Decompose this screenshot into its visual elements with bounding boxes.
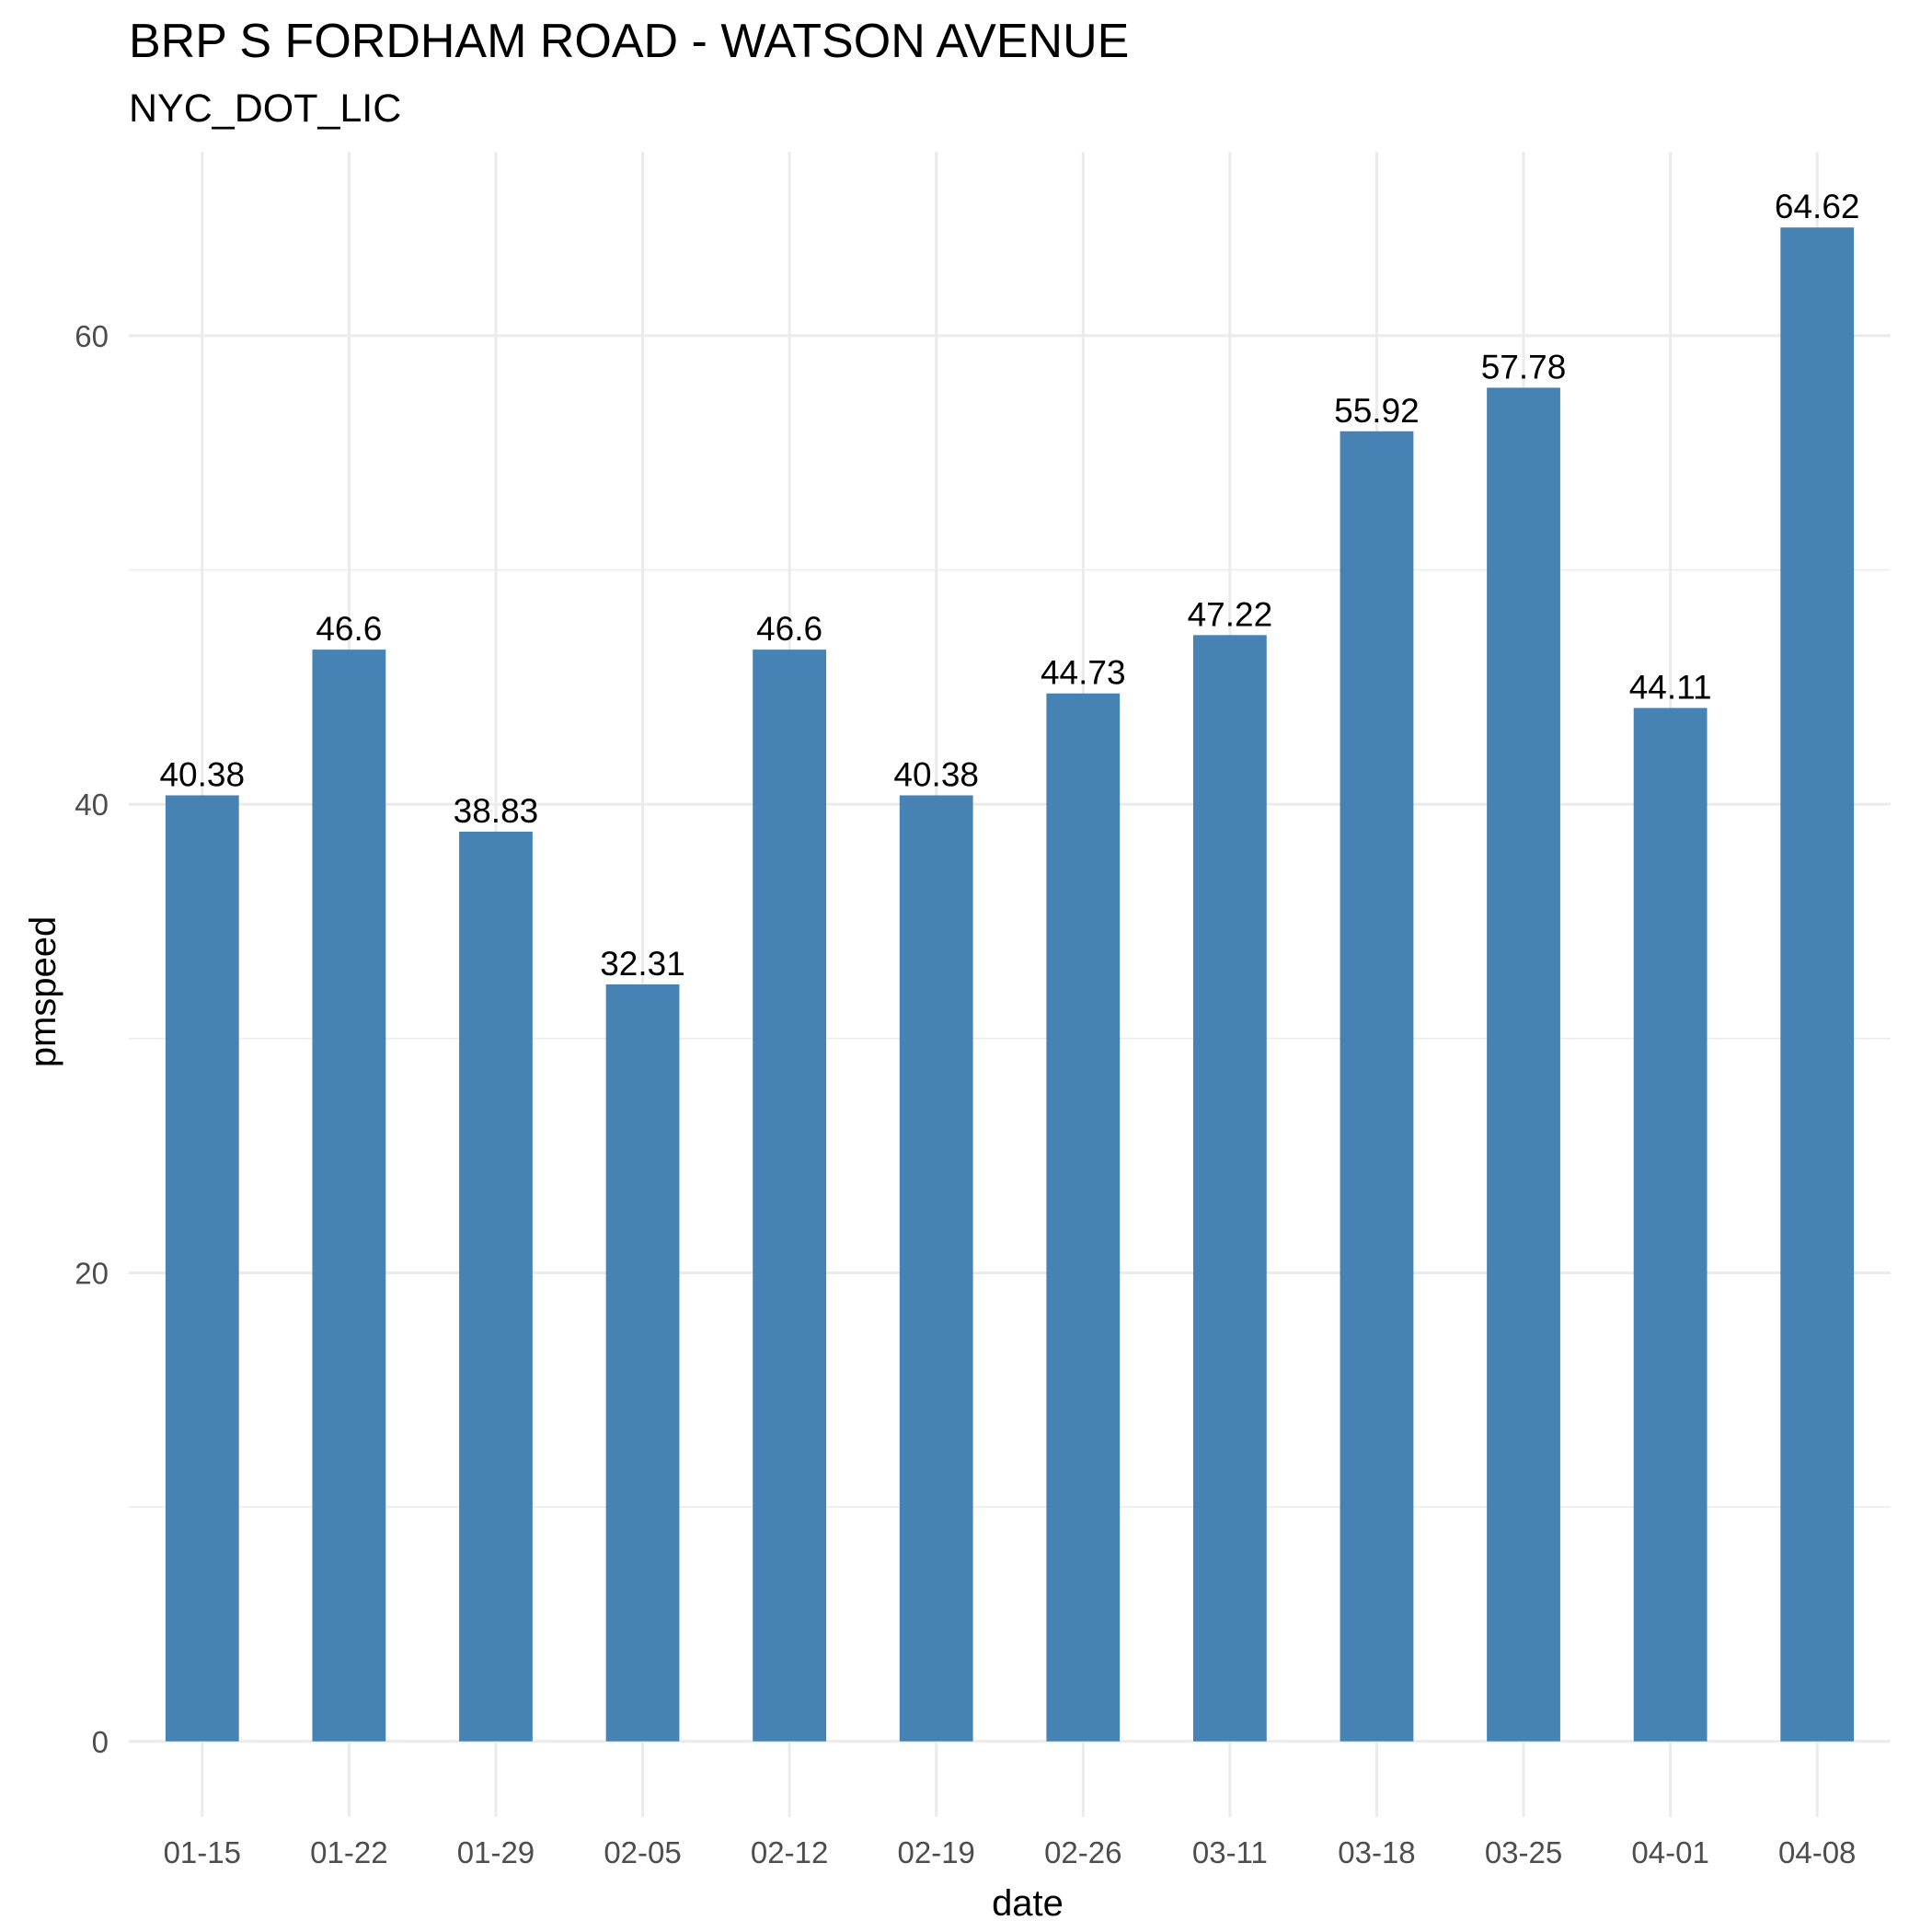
data-labels: 40.38 46.6 38.83 32.31 46.6 40.38 44.73 47.22 55… (159, 188, 1859, 983)
bar-value-label: 32.31 (600, 945, 685, 983)
y-tick-label: 40 (75, 788, 109, 822)
x-tick-label: 03-25 (1485, 1835, 1562, 1869)
bar-value-label: 38.83 (454, 792, 539, 830)
bar (1046, 693, 1121, 1742)
bar-value-label: 64.62 (1775, 188, 1860, 225)
bar (1340, 431, 1414, 1742)
bar-value-label: 46.6 (316, 610, 382, 648)
x-tick-label: 02-26 (1044, 1835, 1121, 1869)
bar-value-label: 40.38 (893, 756, 979, 794)
grid (129, 152, 1891, 1817)
y-tick-label: 60 (75, 319, 109, 353)
bar-value-label: 47.22 (1188, 595, 1273, 633)
x-tick-label: 03-18 (1338, 1835, 1415, 1869)
bar (165, 795, 239, 1742)
x-tick-label: 01-15 (164, 1835, 241, 1869)
bar-value-label: 44.73 (1041, 654, 1126, 692)
bar-value-label: 44.11 (1629, 669, 1712, 707)
bar (1633, 707, 1708, 1742)
bar-value-label: 57.78 (1481, 348, 1567, 385)
chart-subtitle: NYC_DOT_LIC (129, 86, 401, 131)
chart-title: BRP S FORDHAM ROAD - WATSON AVENUE (129, 15, 1129, 68)
y-tick-label: 0 (92, 1725, 109, 1759)
x-tick-label: 02-19 (898, 1835, 975, 1869)
x-tick-label: 04-08 (1778, 1835, 1856, 1869)
x-tick-label: 02-05 (604, 1835, 681, 1869)
bar (753, 650, 827, 1742)
y-axis-ticks: 0 20 40 60 (75, 319, 109, 1759)
x-tick-label: 02-12 (751, 1835, 828, 1869)
x-tick-label: 01-29 (457, 1835, 535, 1869)
x-tick-label: 04-01 (1631, 1835, 1708, 1869)
bar (312, 650, 386, 1742)
bar-value-label: 55.92 (1334, 392, 1420, 430)
bar (459, 831, 533, 1742)
y-axis-title: pmspeed (23, 916, 63, 1068)
bar-value-label: 46.6 (756, 610, 822, 648)
bar (899, 795, 973, 1742)
bar (1487, 387, 1560, 1742)
bar (1192, 635, 1267, 1742)
x-tick-label: 03-11 (1192, 1835, 1268, 1869)
bars (165, 227, 1855, 1742)
bar (605, 984, 680, 1742)
bar-value-label: 40.38 (159, 756, 245, 794)
x-axis-title: date (992, 1883, 1064, 1924)
bar (1780, 227, 1855, 1742)
x-axis-ticks: 01-15 01-22 01-29 02-05 02-12 02-19 02-26 03-11… (164, 1835, 1857, 1869)
y-tick-label: 20 (75, 1256, 109, 1290)
x-tick-label: 01-22 (310, 1835, 387, 1869)
